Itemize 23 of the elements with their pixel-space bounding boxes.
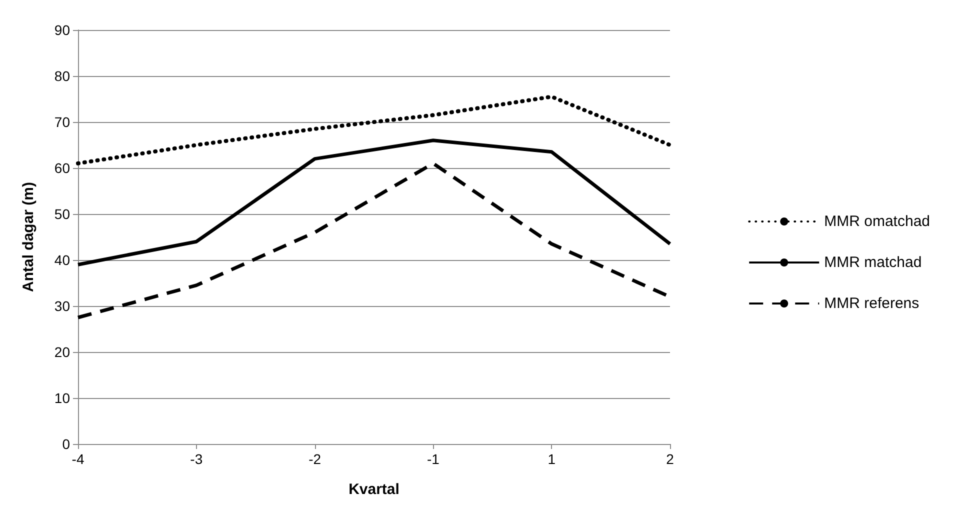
y-tick-label: 10	[54, 390, 70, 406]
x-axis-title: Kvartal	[348, 481, 400, 498]
y-tick-label: 50	[54, 206, 70, 222]
y-tick-label: 40	[54, 252, 70, 268]
y-tick-label: 20	[54, 344, 70, 360]
legend-label: MMR matchad	[824, 254, 922, 271]
y-tick-label: 90	[54, 22, 70, 38]
y-tick-label: 0	[62, 436, 70, 452]
x-tick-label: -2	[308, 451, 322, 467]
x-tick-label: 1	[548, 451, 556, 467]
x-tick-label: -3	[190, 451, 203, 467]
legend-label: MMR omatchad	[824, 213, 930, 230]
y-tick-label: 80	[54, 68, 70, 84]
y-axis-title: Antal dagar (m)	[20, 182, 37, 292]
x-tick-label: -1	[426, 451, 440, 467]
line-series	[76, 138, 672, 266]
x-tick-label: -4	[72, 451, 84, 467]
y-tick-label: 30	[54, 298, 70, 314]
legend-label: MMR referens	[824, 295, 920, 312]
x-tick-label: 2	[666, 451, 674, 467]
line-series	[76, 94, 672, 166]
y-tick-label: 70	[54, 114, 70, 130]
y-tick-label: 60	[54, 160, 70, 176]
